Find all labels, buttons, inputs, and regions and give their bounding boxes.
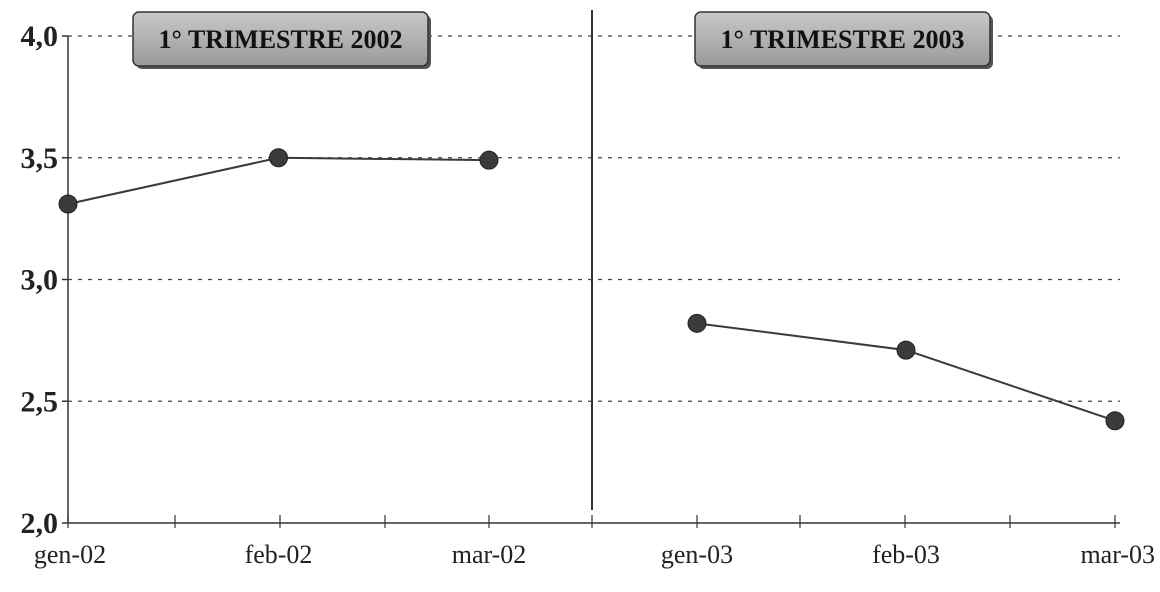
x-tick-label: feb-02 [245,540,313,569]
x-tick-label: mar-02 [452,540,527,569]
data-point [479,150,499,170]
y-tick-label: 3,5 [21,142,59,175]
data-point [896,340,916,360]
x-tick-labels: gen-02 feb-02 mar-02 gen-03 feb-03 mar-03 [34,540,1155,569]
panel-title-box [694,11,991,67]
x-tick-label: gen-03 [661,540,733,569]
panel-title-box [132,11,429,67]
panel-titles: 1° TRIMESTRE 2002 1° TRIMESTRE 2003 [132,11,993,69]
y-tick-label: 4,0 [21,20,59,53]
panel-title: 1° TRIMESTRE 2002 [159,25,403,54]
axes [67,10,1120,524]
y-tick-label: 3,0 [21,264,59,297]
x-tick-label: gen-02 [34,540,106,569]
y-tick-label: 2,5 [21,385,59,418]
series [58,148,1125,431]
data-point [1105,411,1125,431]
panel-title: 1° TRIMESTRE 2003 [721,25,965,54]
y-tick-label: 2,0 [21,507,59,540]
data-point [269,148,288,168]
data-point [58,194,78,214]
data-point [687,313,707,333]
series-line [696,322,1116,422]
x-tick-label: mar-03 [1080,540,1155,569]
y-tick-labels: 4,0 3,5 3,0 2,5 2,0 [21,20,59,540]
x-tick-label: feb-03 [872,540,940,569]
